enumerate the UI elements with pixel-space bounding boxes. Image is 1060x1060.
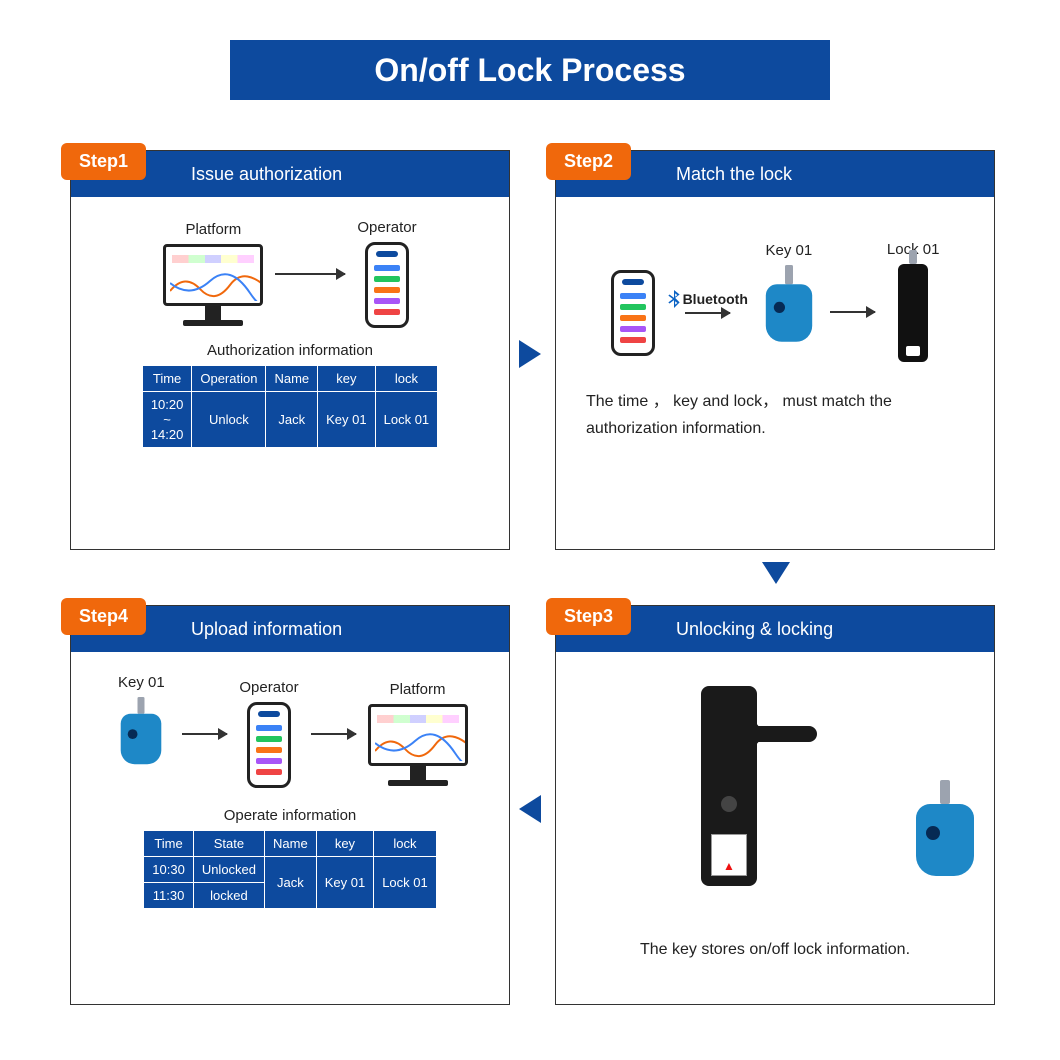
- arrow-icon: [685, 312, 730, 314]
- bluetooth-icon: [667, 290, 681, 308]
- arrow-icon: [830, 311, 875, 313]
- arrow-icon: [311, 733, 356, 735]
- table-row: 10:20 ~ 14:20UnlockJackKey 01Lock 01: [142, 392, 437, 448]
- lock-device-icon: [898, 264, 928, 362]
- step3-caption: The key stores on/off lock information.: [576, 936, 974, 963]
- step2-caption: The time ， key and lock， must match the …: [576, 388, 974, 442]
- operate-table: TimeStateNamekeylock10:30UnlockedJackKey…: [143, 830, 436, 909]
- page-title: On/off Lock Process: [230, 40, 830, 100]
- bluetooth-label: Bluetooth: [667, 290, 748, 308]
- authorization-table: TimeOperationNamekeylock10:20 ~ 14:20Unl…: [142, 365, 438, 448]
- platform-label: Platform: [390, 681, 446, 698]
- monitor-icon: [163, 244, 263, 326]
- keyfob-icon: [766, 265, 812, 342]
- card-step4: Step4 Upload information Key 01 Operator…: [70, 605, 510, 1005]
- platform-label: Platform: [185, 221, 241, 238]
- step1-badge: Step1: [61, 143, 146, 180]
- keyfob-icon: [121, 697, 162, 764]
- table-header: key: [316, 831, 373, 857]
- table-header: Name: [265, 831, 317, 857]
- operate-table-title: Operate information: [91, 807, 489, 824]
- phone-icon: [247, 702, 291, 788]
- table-header: Time: [144, 831, 194, 857]
- door-lock-icon: [671, 686, 791, 896]
- step4-badge: Step4: [61, 598, 146, 635]
- arrow-icon: [275, 273, 345, 275]
- card-step1: Step1 Issue authorization Platform Opera…: [70, 150, 510, 550]
- key-label: Key 01: [118, 674, 165, 691]
- card-step2: Step2 Match the lock Bluetooth Key 01 Lo…: [555, 150, 995, 550]
- table-header: Time: [142, 366, 192, 392]
- flow-arrow-2-to-3: [762, 562, 790, 584]
- key-label: Key 01: [766, 242, 813, 259]
- table-header: Name: [266, 366, 318, 392]
- step3-badge: Step3: [546, 598, 631, 635]
- card-step3: Step3 Unlocking & locking The key stores…: [555, 605, 995, 1005]
- table-header: lock: [375, 366, 438, 392]
- table-header: Operation: [192, 366, 266, 392]
- arrow-icon: [182, 733, 227, 735]
- table-header: lock: [374, 831, 437, 857]
- table-row: 10:30UnlockedJackKey 01Lock 01: [144, 857, 436, 883]
- flow-arrow-3-to-4: [519, 795, 541, 823]
- table-header: State: [193, 831, 264, 857]
- phone-icon: [611, 270, 655, 356]
- table-header: key: [318, 366, 375, 392]
- monitor-icon: [368, 704, 468, 786]
- operator-label: Operator: [239, 679, 298, 696]
- phone-icon: [365, 242, 409, 328]
- keyfob-icon: [916, 780, 974, 876]
- flow-arrow-1-to-2: [519, 340, 541, 368]
- operator-label: Operator: [357, 219, 416, 236]
- step2-badge: Step2: [546, 143, 631, 180]
- auth-table-title: Authorization information: [91, 342, 489, 359]
